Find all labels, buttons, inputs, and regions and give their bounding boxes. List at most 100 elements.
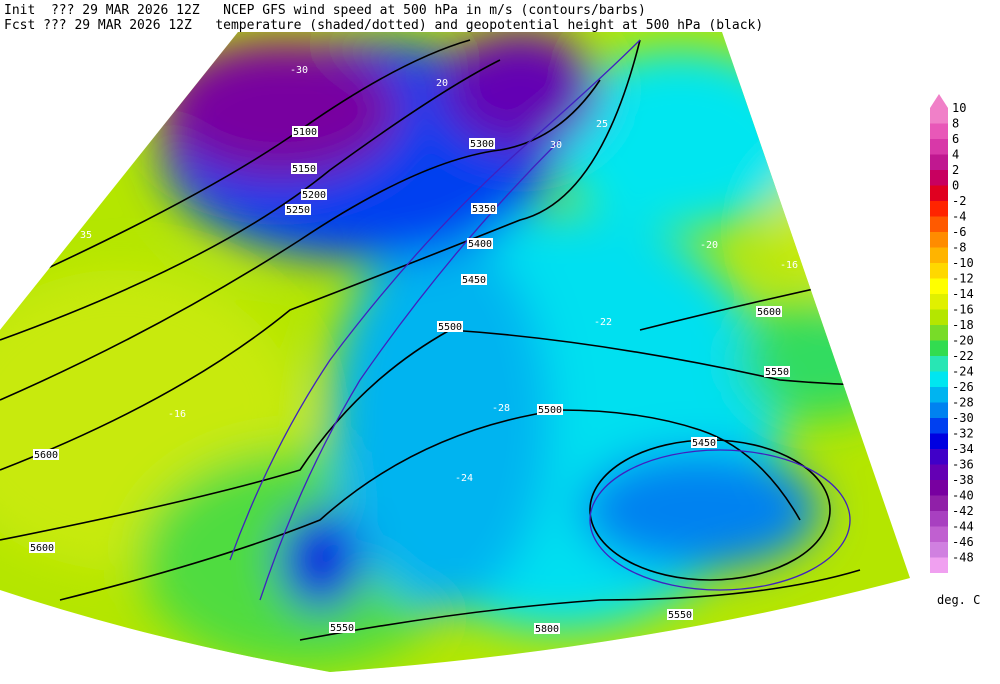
colorbar-label: -26 [952,380,974,394]
header-line: Init ??? 29 MAR 2026 12Z NCEP GFS wind s… [4,3,646,18]
colorbar-unit: deg. C [937,593,980,607]
colorbar-swatch [930,278,948,294]
colorbar-label: -4 [952,210,966,224]
colorbar-label: 0 [952,179,959,193]
colorbar-label: 2 [952,163,959,177]
colorbar-label: -18 [952,318,974,332]
colorbar-label: -12 [952,272,974,286]
colorbar-label: -32 [952,427,974,441]
colorbar-label: -38 [952,473,974,487]
colorbar-label: -6 [952,225,966,239]
label-box [534,623,560,634]
colorbar-swatch [930,201,948,217]
colorbar-swatch [930,170,948,186]
colorbar-label: -2 [952,194,966,208]
height-label: 5400 [468,239,492,250]
height-label: 5450 [692,438,716,449]
colorbar-swatch [930,480,948,496]
colorbar-label: -20 [952,334,974,348]
colorbar-swatch [930,232,948,248]
label-box [764,366,790,377]
height-label: 5500 [538,405,562,416]
colorbar-swatch [930,108,948,124]
height-label: 5450 [462,275,486,286]
temperature-label: -16 [780,260,798,271]
header-line: Fcst ??? 29 MAR 2026 12Z temperature (sh… [4,18,763,33]
colorbar-swatch [930,511,948,527]
height-label: 5350 [472,204,496,215]
height-label: 5250 [286,205,310,216]
colorbar-swatch [930,309,948,325]
colorbar-label: -44 [952,520,974,534]
label-box [537,404,563,415]
colorbar-label: 10 [952,101,966,115]
height-label: 5550 [330,623,354,634]
temperature-label: -20 [700,240,718,251]
label-box [33,449,59,460]
label-box [301,189,327,200]
colorbar-label: -30 [952,411,974,425]
label-box [285,204,311,215]
height-label: 5200 [302,190,326,201]
wind-label: 35 [80,230,92,241]
colorbar-label: -24 [952,365,974,379]
label-box [291,163,317,174]
colorbar-swatch [930,449,948,465]
colorbar-swatch [930,123,948,139]
temperature-label: -30 [290,65,308,76]
label-box [461,274,487,285]
colorbar-swatch [930,325,948,341]
colorbar-swatch [930,557,948,573]
colorbar-swatch [930,263,948,279]
colorbar-label: -46 [952,535,974,549]
colorbar-swatch [930,247,948,263]
temperature-label: -16 [168,409,186,420]
label-box [667,609,693,620]
colorbar-swatch [930,418,948,434]
colorbar-label: -14 [952,287,974,301]
colorbar-swatch [930,495,948,511]
colorbar-swatch [930,542,948,558]
colorbar-swatch [930,433,948,449]
colorbar-swatch [930,139,948,155]
colorbar-swatch [930,294,948,310]
colorbar-label: -28 [952,396,974,410]
colorbar-label: -8 [952,241,966,255]
height-label: 5300 [470,139,494,150]
temperature-label: -28 [492,403,510,414]
label-box [437,321,463,332]
colorbar-label: -22 [952,349,974,363]
height-label: 5150 [292,164,316,175]
height-label: 5800 [535,624,559,635]
label-box [29,542,55,553]
colorbar-swatch [930,216,948,232]
colorbar-label: 6 [952,132,959,146]
colorbar-label: -42 [952,504,974,518]
colorbar-swatch [930,154,948,170]
colorbar-swatch [930,526,948,542]
height-label: 5100 [293,127,317,138]
wind-label: 30 [550,140,562,151]
label-box [469,138,495,149]
map-field [0,32,910,672]
colorbar-swatch [930,185,948,201]
colorbar-label: -40 [952,489,974,503]
colorbar-label: -16 [952,303,974,317]
label-box [471,203,497,214]
colorbar-swatch [930,387,948,403]
colorbar-label: 4 [952,148,959,162]
label-box [756,306,782,317]
colorbar-label: 8 [952,117,959,131]
height-label: 5550 [668,610,692,621]
height-label: 5600 [30,543,54,554]
height-label: 5500 [438,322,462,333]
label-box [467,238,493,249]
wind-label: 25 [596,119,608,130]
colorbar-arrow [930,94,948,108]
height-label: 5550 [765,367,789,378]
colorbar-swatch [930,464,948,480]
colorbar-swatch [930,402,948,418]
label-box [691,437,717,448]
temperature-label: -24 [455,473,473,484]
